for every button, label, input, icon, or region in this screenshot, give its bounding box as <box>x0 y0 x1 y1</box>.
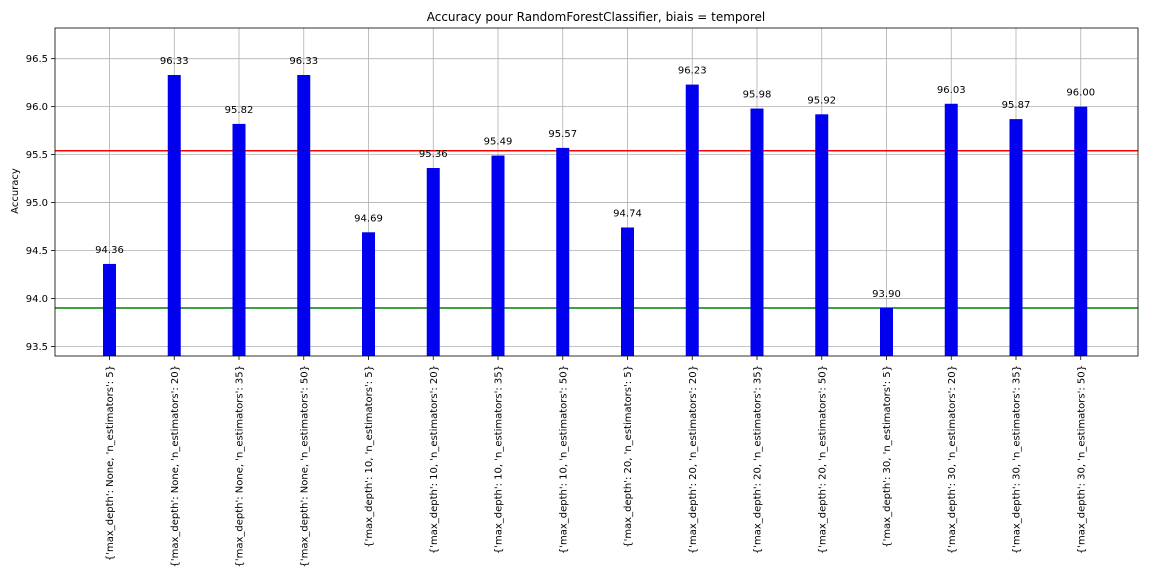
bar-value-label: 94.36 <box>95 245 124 256</box>
bar-value-label: 95.49 <box>484 137 513 148</box>
bar <box>880 308 893 356</box>
bar-value-label: 96.23 <box>678 66 707 77</box>
x-tick-label: {'max_depth': 30, 'n_estimators': 50} <box>1076 365 1087 554</box>
x-tick-label: {'max_depth': 20, 'n_estimators': 20} <box>688 365 699 554</box>
x-tick-label: {'max_depth': 30, 'n_estimators': 5} <box>882 365 893 548</box>
bar-value-label: 95.92 <box>807 95 836 106</box>
x-tick-label: {'max_depth': 20, 'n_estimators': 35} <box>753 365 764 554</box>
x-tick-label: {'max_depth': 20, 'n_estimators': 50} <box>817 365 828 554</box>
x-tick-label: {'max_depth': None, 'n_estimators': 5} <box>105 365 116 561</box>
chart-title: Accuracy pour RandomForestClassifier, bi… <box>427 10 766 24</box>
bar <box>491 155 505 356</box>
y-tick-label: 95.5 <box>26 150 48 161</box>
x-tick-label: {'max_depth': 30, 'n_estimators': 35} <box>1012 365 1023 554</box>
y-axis-label: Accuracy <box>10 168 21 214</box>
y-tick-label: 94.5 <box>26 246 48 257</box>
y-tick-label: 93.5 <box>26 342 48 353</box>
bar <box>362 232 375 356</box>
y-tick-label: 96.0 <box>26 102 48 113</box>
y-tick-label: 94.0 <box>26 294 48 305</box>
x-tick-label: {'max_depth': None, 'n_estimators': 35} <box>235 365 246 568</box>
x-tick-label: {'max_depth': 10, 'n_estimators': 35} <box>494 365 505 554</box>
y-tick-label: 96.5 <box>26 54 48 65</box>
x-tick-label: {'max_depth': None, 'n_estimators': 20} <box>170 365 181 568</box>
x-tick-label: {'max_depth': 10, 'n_estimators': 50} <box>558 365 569 554</box>
x-tick-label: {'max_depth': 20, 'n_estimators': 5} <box>623 365 634 548</box>
y-tick-label: 95.0 <box>26 198 48 209</box>
bar <box>685 84 699 357</box>
bar <box>103 263 116 356</box>
bar-value-label: 96.00 <box>1066 88 1095 99</box>
bar <box>621 227 634 356</box>
bar <box>556 147 570 356</box>
bar-value-label: 96.33 <box>160 56 189 67</box>
x-tick-label: {'max_depth': 30, 'n_estimators': 20} <box>947 365 958 554</box>
bar <box>1009 119 1023 356</box>
x-tick-label: {'max_depth': 10, 'n_estimators': 5} <box>364 365 375 548</box>
bar <box>750 108 764 356</box>
x-tick-label: {'max_depth': 10, 'n_estimators': 20} <box>429 365 440 554</box>
bar <box>232 123 246 356</box>
bar-value-label: 95.98 <box>743 90 772 101</box>
bar <box>815 114 829 356</box>
bar <box>297 74 311 357</box>
bar <box>167 74 181 357</box>
bar-value-label: 93.90 <box>872 289 901 300</box>
bar-value-label: 96.03 <box>937 85 966 96</box>
bar <box>1074 106 1088 356</box>
bar-value-label: 95.82 <box>225 105 254 116</box>
bar-value-label: 95.36 <box>419 149 448 160</box>
bar-value-label: 96.33 <box>289 56 318 67</box>
bar-value-label: 94.74 <box>613 208 642 219</box>
bar-value-label: 95.87 <box>1002 100 1031 111</box>
x-tick-label: {'max_depth': None, 'n_estimators': 50} <box>299 365 310 568</box>
bar <box>426 168 440 356</box>
plot-frame <box>54 27 1139 357</box>
bar-value-label: 95.57 <box>548 129 577 140</box>
bar <box>944 103 958 356</box>
bar-value-label: 94.69 <box>354 213 383 224</box>
